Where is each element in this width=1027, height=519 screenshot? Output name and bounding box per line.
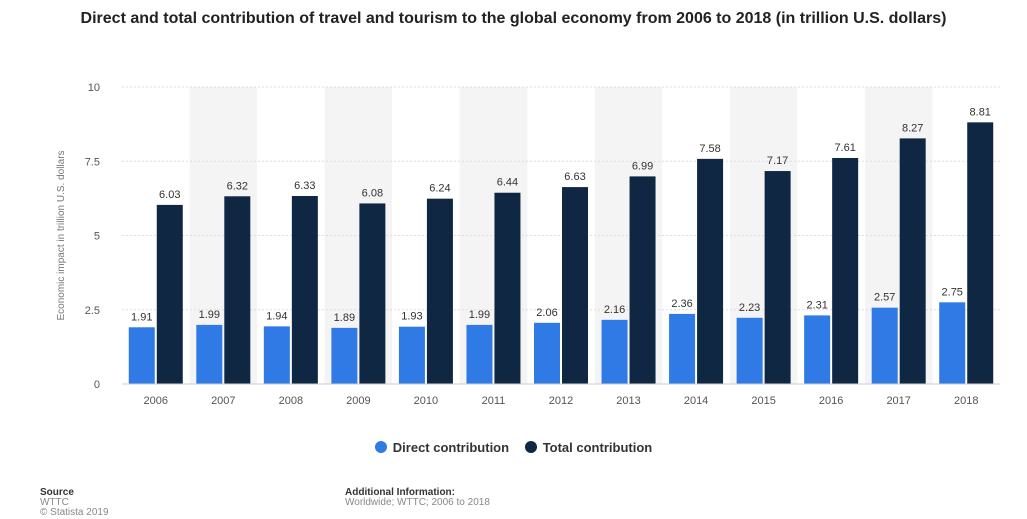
bar-total-2017[interactable] <box>899 138 926 384</box>
bar-direct-2013[interactable] <box>601 319 628 384</box>
data-label-total-2017: 8.27 <box>902 122 923 134</box>
y-tick-label: 0 <box>94 379 100 391</box>
data-label-direct-2014: 2.36 <box>671 298 692 310</box>
bar-direct-2006[interactable] <box>128 327 155 384</box>
source-block: Source WTTC © Statista 2019 <box>40 488 109 518</box>
x-tick-label-2017: 2017 <box>886 395 910 407</box>
source-heading: Source <box>40 487 74 498</box>
x-axis-ticks: 2006 2007 2008 2009 2010 2011 2012 2013 2014 2015… <box>144 395 979 407</box>
x-tick-label-2016: 2016 <box>819 395 843 407</box>
bar-direct-2007[interactable] <box>196 324 223 384</box>
x-tick-label-2014: 2014 <box>684 395 708 407</box>
legend-item-direct[interactable]: Direct contribution <box>374 440 510 455</box>
bar-total-2014[interactable] <box>697 158 724 384</box>
y-tick-label: 5 <box>94 231 100 243</box>
bar-total-2007[interactable] <box>224 196 251 384</box>
y-tick-label: 10 <box>88 82 100 94</box>
y-axis-title: Economic impact in trillion U.S. dollars <box>56 150 67 320</box>
x-tick-label-2007: 2007 <box>211 395 235 407</box>
legend-dot-total <box>524 441 537 453</box>
legend-label-total: Total contribution <box>542 440 653 455</box>
y-tick-label: 2.5 <box>85 305 100 317</box>
bar-direct-2014[interactable] <box>669 313 696 384</box>
x-tick-label-2013: 2013 <box>616 395 640 407</box>
data-label-total-2012: 6.63 <box>564 171 585 183</box>
bar-total-2012[interactable] <box>562 187 588 384</box>
bar-total-2015[interactable] <box>764 171 791 384</box>
source-line-2: © Statista 2019 <box>40 507 109 518</box>
data-labels: 1.91 6.03 1.99 6.32 1.94 6.33 1.89 6.08 1.93 6.24… <box>131 106 991 324</box>
bar-direct-2011[interactable] <box>466 324 493 384</box>
data-label-direct-2009: 1.89 <box>334 312 355 324</box>
data-label-total-2007: 6.32 <box>227 180 248 192</box>
y-tick-label: 7.5 <box>85 156 100 168</box>
x-tick-label-2018: 2018 <box>954 395 978 407</box>
y-axis-ticks: 0 2.5 5 7.5 10 <box>85 82 100 391</box>
source-line-1: WTTC <box>40 497 69 508</box>
data-label-direct-2013: 2.16 <box>604 304 625 316</box>
legend-dot-direct <box>374 441 387 453</box>
x-tick-label-2008: 2008 <box>279 395 303 407</box>
bar-total-2016[interactable] <box>832 157 859 384</box>
x-tick-label-2006: 2006 <box>144 395 168 407</box>
data-label-direct-2010: 1.93 <box>401 311 422 323</box>
data-label-total-2016: 7.61 <box>834 142 855 154</box>
data-label-total-2006: 6.03 <box>159 189 180 201</box>
data-label-total-2018: 8.81 <box>970 106 991 118</box>
bar-total-2011[interactable] <box>494 192 521 384</box>
x-tick-label-2012: 2012 <box>549 395 573 407</box>
bar-total-2018[interactable] <box>967 122 994 384</box>
legend-label-direct: Direct contribution <box>392 440 510 455</box>
additional-info-block: Additional Information: Worldwide; WTTC;… <box>345 488 490 508</box>
data-label-direct-2012: 2.06 <box>536 307 557 319</box>
data-label-total-2013: 6.99 <box>632 160 653 172</box>
chart-title: Direct and total contribution of travel … <box>80 10 947 27</box>
bar-total-2008[interactable] <box>291 195 318 384</box>
bar-direct-2008[interactable] <box>263 326 290 384</box>
data-label-total-2011: 6.44 <box>497 177 518 189</box>
bar-direct-2012[interactable] <box>534 322 560 384</box>
data-label-direct-2006: 1.91 <box>131 311 152 323</box>
bar-direct-2016[interactable] <box>804 315 831 384</box>
data-label-direct-2018: 2.75 <box>942 286 963 298</box>
data-label-direct-2011: 1.99 <box>469 309 490 321</box>
bar-total-2006[interactable] <box>156 204 183 384</box>
data-label-total-2008: 6.33 <box>294 180 315 192</box>
data-label-direct-2017: 2.57 <box>874 292 895 304</box>
legend-item-total[interactable]: Total contribution <box>524 440 653 455</box>
legend: Direct contribution Total contribution <box>0 440 1027 455</box>
data-label-direct-2015: 2.23 <box>739 302 760 314</box>
data-label-total-2009: 6.08 <box>362 187 383 199</box>
x-tick-label-2009: 2009 <box>346 395 370 407</box>
bar-direct-2015[interactable] <box>736 317 763 384</box>
bar-direct-2018[interactable] <box>939 302 966 384</box>
additional-info-heading: Additional Information: <box>345 487 455 498</box>
bars <box>128 122 994 384</box>
bar-total-2009[interactable] <box>359 203 386 384</box>
bar-direct-2017[interactable] <box>871 307 898 384</box>
bar-total-2013[interactable] <box>629 176 656 384</box>
x-tick-label-2011: 2011 <box>482 395 506 407</box>
data-label-direct-2007: 1.99 <box>199 309 220 321</box>
data-label-direct-2016: 2.31 <box>806 299 827 311</box>
bar-total-2010[interactable] <box>426 198 453 384</box>
bar-direct-2009[interactable] <box>331 327 358 384</box>
data-label-total-2014: 7.58 <box>699 143 720 155</box>
data-label-total-2010: 6.24 <box>429 183 450 195</box>
additional-info-line-1: Worldwide; WTTC; 2006 to 2018 <box>345 497 490 508</box>
data-label-total-2015: 7.17 <box>767 155 788 167</box>
x-tick-label-2010: 2010 <box>414 395 438 407</box>
x-tick-label-2015: 2015 <box>751 395 775 407</box>
bar-direct-2010[interactable] <box>398 326 425 384</box>
data-label-direct-2008: 1.94 <box>266 310 287 322</box>
